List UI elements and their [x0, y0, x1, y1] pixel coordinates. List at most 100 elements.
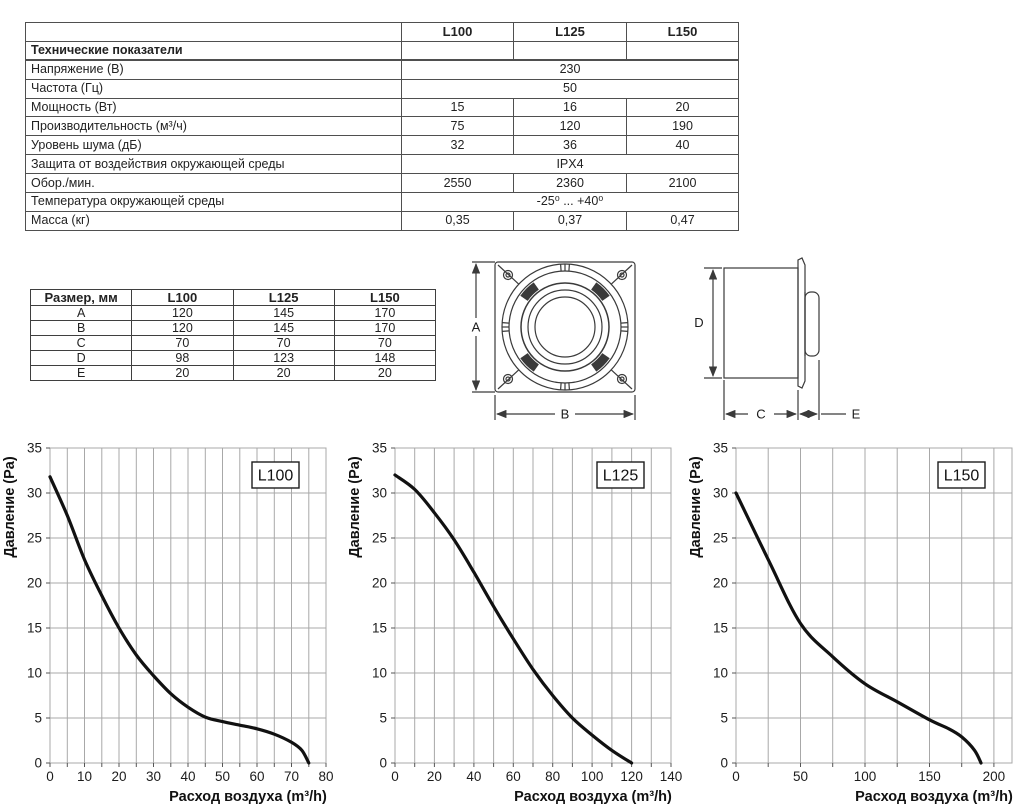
chart-title-box	[596, 461, 645, 489]
dim-cell: 145	[232, 320, 335, 336]
spec-row: Мощность (Вт) 15 16 20	[25, 97, 739, 118]
y-axis-title: Давление (Pa)	[688, 456, 704, 558]
spec-value: 16	[513, 97, 627, 118]
dim-row: B 120 145 170	[29, 320, 437, 336]
dim-row: D 98 123 148	[29, 350, 437, 366]
svg-text:0: 0	[34, 756, 42, 771]
svg-text:35: 35	[713, 441, 728, 456]
svg-text:30: 30	[27, 486, 42, 501]
spec-row-label: Защита от воздействия окружающей среды	[25, 154, 402, 175]
svg-text:50: 50	[215, 769, 230, 784]
spec-value: 120	[513, 116, 627, 137]
spec-row: Производительность (м³/ч) 75 120 190	[25, 116, 739, 137]
dimension-a	[471, 261, 495, 393]
spec-table: L100 L125 L150 Технические показатели Напряж…	[25, 22, 739, 231]
fan-curve-chart-l100: 0 10 20 30 40 50 60 70 80 0 5 10 15 20 25 30 35 Расход во…	[2, 441, 334, 806]
svg-text:70: 70	[284, 769, 299, 784]
dim-header-cell: L125	[232, 289, 335, 306]
svg-text:10: 10	[77, 769, 92, 784]
svg-text:40: 40	[466, 769, 481, 784]
spec-value: 20	[626, 97, 739, 118]
svg-text:50: 50	[793, 769, 808, 784]
spec-row-label: Производительность (м³/ч)	[25, 116, 402, 137]
x-tick-labels: 0 50 100 150 200	[732, 769, 1005, 784]
dim-cell: 20	[232, 365, 335, 381]
spec-row: Температура окружающей среды -25⁰ ... +40…	[25, 192, 739, 212]
dim-cell: 170	[333, 320, 437, 336]
svg-text:10: 10	[713, 666, 728, 681]
spec-row: Уровень шума (дБ) 32 36 40	[25, 135, 739, 156]
svg-text:5: 5	[379, 711, 387, 726]
svg-text:200: 200	[983, 769, 1006, 784]
spec-row: Обор./мин. 2550 2360 2100	[25, 173, 739, 194]
spec-model-header: L150	[626, 22, 739, 42]
fan-performance-curve	[393, 473, 634, 765]
grid-lines	[735, 447, 1012, 764]
spec-value: 2360	[513, 173, 627, 194]
dim-cell: 145	[232, 305, 335, 321]
spec-section-row: Технические показатели	[25, 40, 739, 62]
corner-screws	[502, 269, 628, 385]
x-tick-labels: 0 20 40 60 80 100 120 140	[391, 769, 682, 784]
plot-border	[735, 447, 1013, 764]
dim-cell: 148	[333, 350, 437, 366]
spec-models-row: L100 L125 L150	[25, 22, 739, 42]
spec-row-label: Масса (кг)	[25, 210, 402, 231]
dim-cell: 20	[131, 365, 234, 381]
svg-text:80: 80	[318, 769, 333, 784]
svg-text:40: 40	[180, 769, 195, 784]
mounting-plate	[797, 257, 806, 389]
dim-cell: 170	[333, 305, 437, 321]
spec-value: 36	[513, 135, 627, 156]
x-axis-title: Расход воздуха (m³/h)	[855, 789, 1013, 805]
dim-label-e: E	[852, 407, 861, 422]
dim-label-d: D	[694, 315, 703, 330]
dim-label-b: B	[561, 407, 570, 422]
spec-value: 2550	[401, 173, 514, 194]
back-cover	[804, 291, 820, 357]
y-tick-labels: 0 5 10 15 20 25 30 35	[27, 441, 42, 771]
svg-text:140: 140	[660, 769, 683, 784]
x-axis-title: Расход воздуха (m³/h)	[169, 789, 327, 805]
fan-side-view-drawing: D C E	[694, 257, 861, 422]
spec-value: 32	[401, 135, 514, 156]
svg-text:15: 15	[713, 621, 728, 636]
spec-value: 0,35	[401, 210, 514, 231]
chart-title: L100	[258, 468, 294, 485]
dim-header-cell: Размер, мм	[29, 289, 133, 306]
svg-text:60: 60	[506, 769, 521, 784]
svg-text:20: 20	[427, 769, 442, 784]
dim-cell: 20	[333, 365, 437, 381]
dim-cell: 70	[232, 335, 335, 351]
dim-cell: B	[29, 320, 133, 336]
chart-title: L150	[944, 468, 980, 485]
spec-row: Защита от воздействия окружающей среды IP…	[25, 154, 739, 175]
dim-header-row: Размер, мм L100 L125 L150	[29, 289, 437, 306]
svg-text:0: 0	[391, 769, 399, 784]
dim-cell: 98	[131, 350, 234, 366]
y-tick-labels: 0 5 10 15 20 25 30 35	[372, 441, 387, 771]
dim-cell: 123	[232, 350, 335, 366]
chart-title-box	[251, 461, 300, 489]
dim-cell: 120	[131, 320, 234, 336]
spec-model-header: L100	[401, 22, 514, 42]
svg-text:10: 10	[27, 666, 42, 681]
dim-label-a: A	[472, 320, 481, 335]
dim-cell: C	[29, 335, 133, 351]
y-axis-title: Давление (Pa)	[2, 456, 18, 558]
dimensions-table: Размер, мм L100 L125 L150 A 120 145 170 B 120 145 1…	[29, 289, 437, 381]
svg-text:20: 20	[713, 576, 728, 591]
svg-text:20: 20	[111, 769, 126, 784]
svg-text:100: 100	[581, 769, 604, 784]
spec-value: 2100	[626, 173, 739, 194]
spec-row: Частота (Гц) 50	[25, 78, 739, 99]
dim-cell: A	[29, 305, 133, 321]
dim-cell: E	[29, 365, 133, 381]
svg-text:30: 30	[713, 486, 728, 501]
chart-title: L125	[603, 468, 639, 485]
spec-value: 190	[626, 116, 739, 137]
front-panel-outline	[494, 261, 636, 393]
corner-diagonal-lines	[497, 264, 633, 390]
spec-value: -25⁰ ... +40⁰	[401, 192, 739, 212]
svg-text:15: 15	[27, 621, 42, 636]
